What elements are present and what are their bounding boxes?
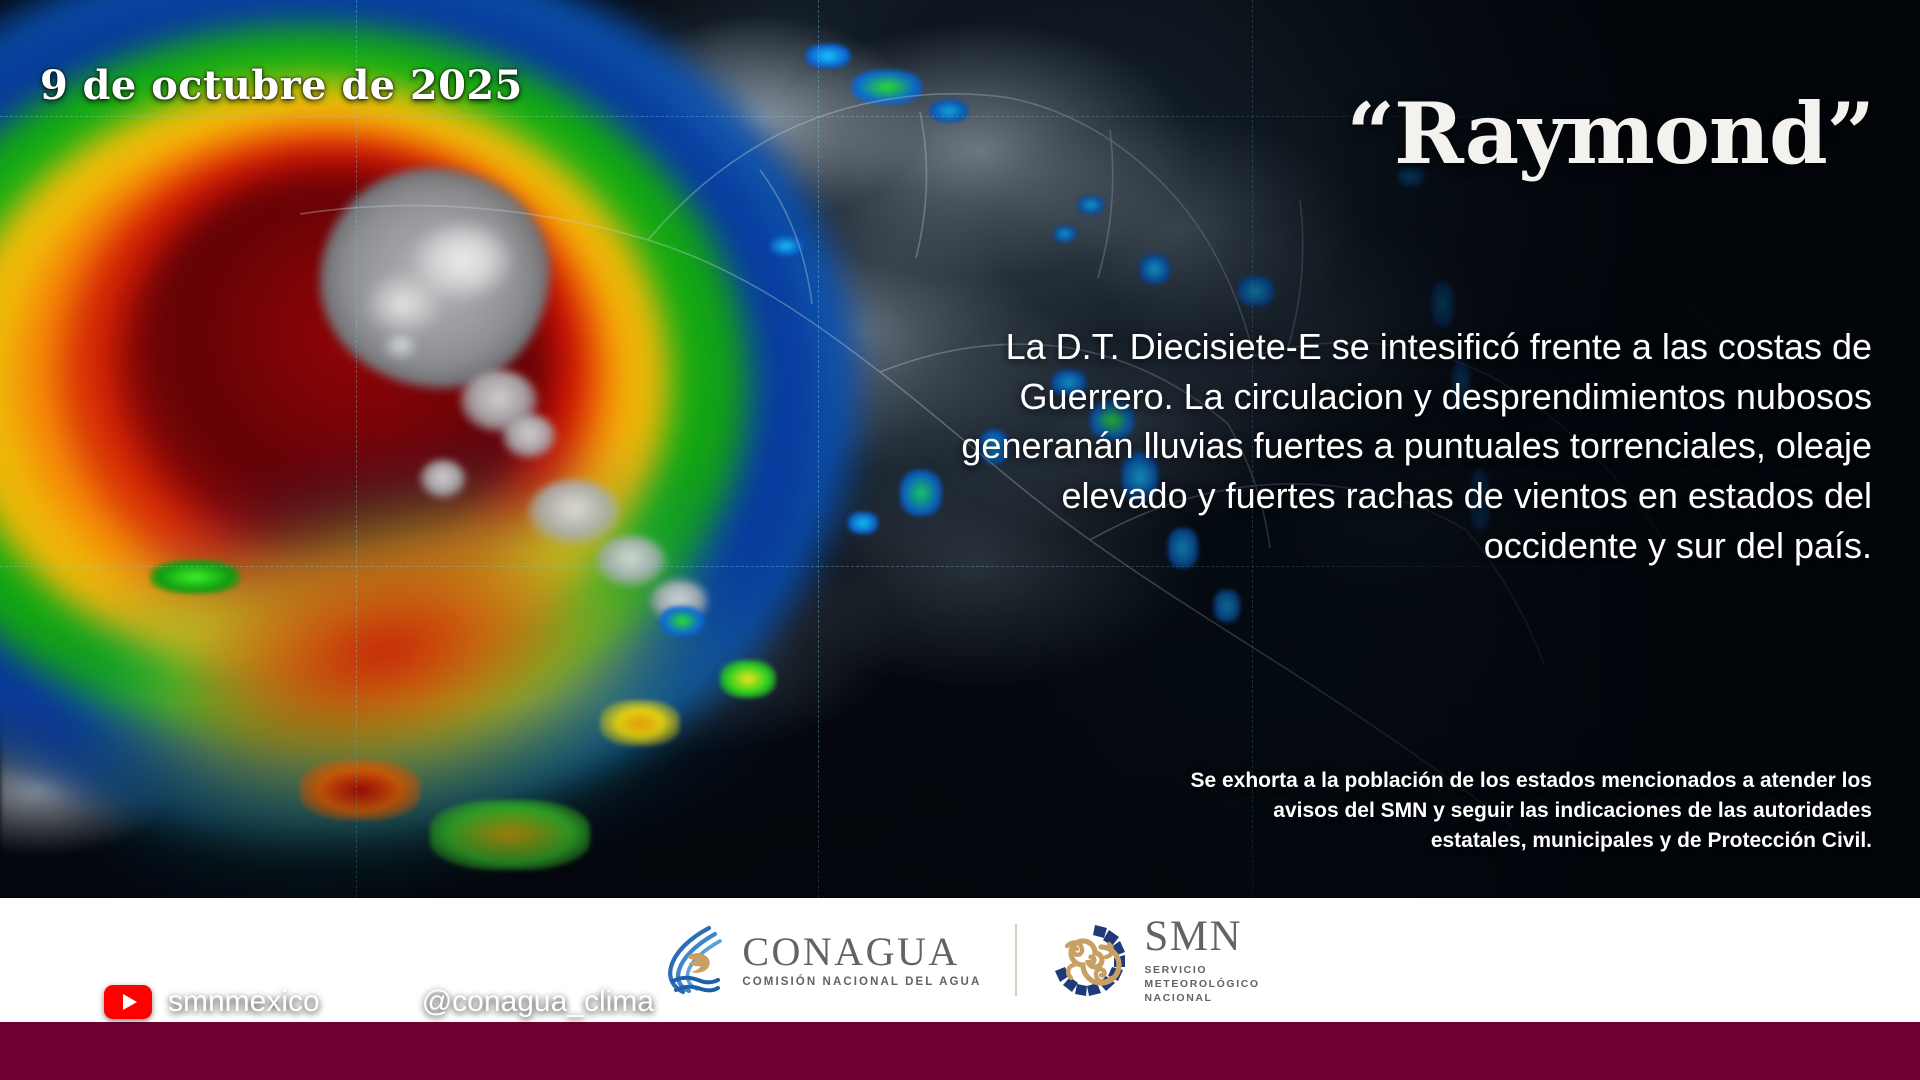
conagua-subtitle: COMISIÓN NACIONAL DEL AGUA [742, 976, 982, 989]
conagua-logo: CONAGUA COMISIÓN NACIONAL DEL AGUA [660, 919, 981, 1001]
play-triangle-icon [122, 994, 137, 1010]
smn-subtitle-line-3: NACIONAL [1144, 992, 1213, 1005]
social-item-youtube[interactable]: smnmexico [104, 985, 320, 1019]
conagua-water-eagle-icon [668, 925, 723, 995]
smn-subtitle-line-1: SERVICIO [1144, 963, 1208, 976]
social-links: smnmexico @conagua_clima [104, 982, 654, 1022]
date-label: 9 de octubre de 2025 [40, 62, 523, 109]
brand-bottom-bar [0, 1022, 1920, 1080]
summary-paragraph: La D.T. Diecisiete-E se intesificó frent… [961, 326, 1872, 566]
youtube-handle: smnmexico [168, 985, 320, 1018]
smn-wordmark: SMN SERVICIO METEOROLÓGICO NACIONAL [1144, 915, 1259, 1006]
youtube-icon[interactable] [104, 985, 152, 1019]
logo-group: CONAGUA COMISIÓN NACIONAL DEL AGUA [660, 915, 1259, 1006]
smn-aztec-spiral-icon [1055, 924, 1126, 996]
x-icon[interactable] [366, 982, 406, 1022]
advisory-paragraph: Se exhorta a la población de los estados… [1190, 769, 1872, 852]
social-item-x[interactable]: @conagua_clima [366, 982, 654, 1022]
smn-logo: SMN SERVICIO METEOROLÓGICO NACIONAL [1051, 915, 1259, 1006]
smn-subtitle-line-2: METEOROLÓGICO [1144, 977, 1260, 990]
satellite-image [0, 0, 1920, 898]
footer-logo-bar: CONAGUA COMISIÓN NACIONAL DEL AGUA [0, 898, 1920, 1022]
storm-name-title: “Raymond” [1346, 84, 1875, 183]
image-vignette [0, 0, 1920, 898]
x-handle: @conagua_clima [421, 985, 654, 1018]
smn-subtitle: SERVICIO METEOROLÓGICO NACIONAL [1144, 963, 1259, 1006]
logo-divider [1015, 923, 1018, 996]
conagua-name: CONAGUA [742, 929, 960, 975]
conagua-wordmark: CONAGUA COMISIÓN NACIONAL DEL AGUA [742, 929, 982, 989]
smn-name: SMN [1144, 912, 1243, 960]
